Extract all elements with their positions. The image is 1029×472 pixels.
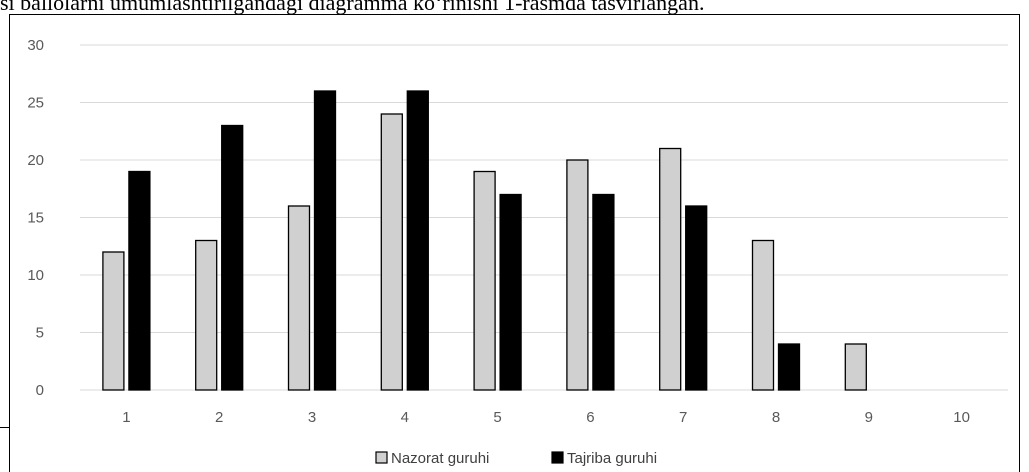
- x-tick-label: 1: [122, 409, 130, 426]
- bar-nazorat-4: [380, 113, 403, 391]
- bar-nazorat-3: [287, 205, 311, 391]
- y-tick-label: 10: [27, 267, 44, 284]
- bar-nazorat-5: [473, 170, 496, 391]
- x-tick-label: 5: [493, 409, 501, 426]
- x-tick-label: 4: [401, 409, 409, 426]
- x-tick-label: 7: [679, 409, 687, 426]
- caption-text: si ballolarni umumlashtirilgandagi diagr…: [0, 0, 705, 14]
- bar-tajriba-4: [406, 90, 429, 391]
- bar-tajriba-8: [777, 343, 801, 391]
- bar-nazorat-9: [844, 343, 867, 391]
- y-tick-label: 25: [27, 95, 44, 112]
- x-tick-label: 2: [215, 409, 223, 426]
- y-axis-ticks: 0 5 10 15 20 25 30: [27, 37, 44, 399]
- bars: [102, 90, 867, 391]
- bar-nazorat-8: [751, 239, 775, 391]
- bar-tajriba-1: [128, 170, 151, 391]
- frame-side-tick: [0, 427, 10, 428]
- x-axis-ticks: 1 2 3 4 5 6 7 8 9 10: [122, 409, 970, 426]
- x-tick-label: 3: [308, 409, 316, 426]
- bar-nazorat-2: [195, 239, 218, 391]
- bar-nazorat-7: [659, 147, 682, 391]
- y-tick-label: 0: [36, 382, 44, 399]
- bar-tajriba-6: [592, 193, 615, 391]
- bar-tajriba-7: [685, 205, 708, 391]
- x-tick-label: 9: [865, 409, 873, 426]
- x-tick-label: 10: [953, 409, 970, 426]
- bar-nazorat-6: [566, 159, 589, 391]
- legend: Nazorat guruhi Tajriba guruhi: [375, 450, 657, 467]
- legend-swatch-nazorat: [375, 451, 388, 464]
- legend-swatch-tajriba: [551, 451, 564, 464]
- y-tick-label: 30: [27, 37, 44, 54]
- x-tick-label: 6: [586, 409, 594, 426]
- bar-tajriba-2: [221, 124, 244, 391]
- legend-label-tajriba: Tajriba guruhi: [567, 450, 657, 467]
- x-tick-label: 8: [772, 409, 780, 426]
- bar-tajriba-3: [313, 90, 337, 391]
- y-tick-label: 20: [27, 152, 44, 169]
- gridlines: [80, 44, 1008, 391]
- bar-nazorat-1: [102, 251, 125, 391]
- chart-frame: [9, 14, 1020, 472]
- bar-tajriba-5: [499, 193, 522, 391]
- y-tick-label: 15: [27, 210, 44, 227]
- legend-label-nazorat: Nazorat guruhi: [391, 450, 489, 467]
- y-tick-label: 5: [36, 325, 44, 342]
